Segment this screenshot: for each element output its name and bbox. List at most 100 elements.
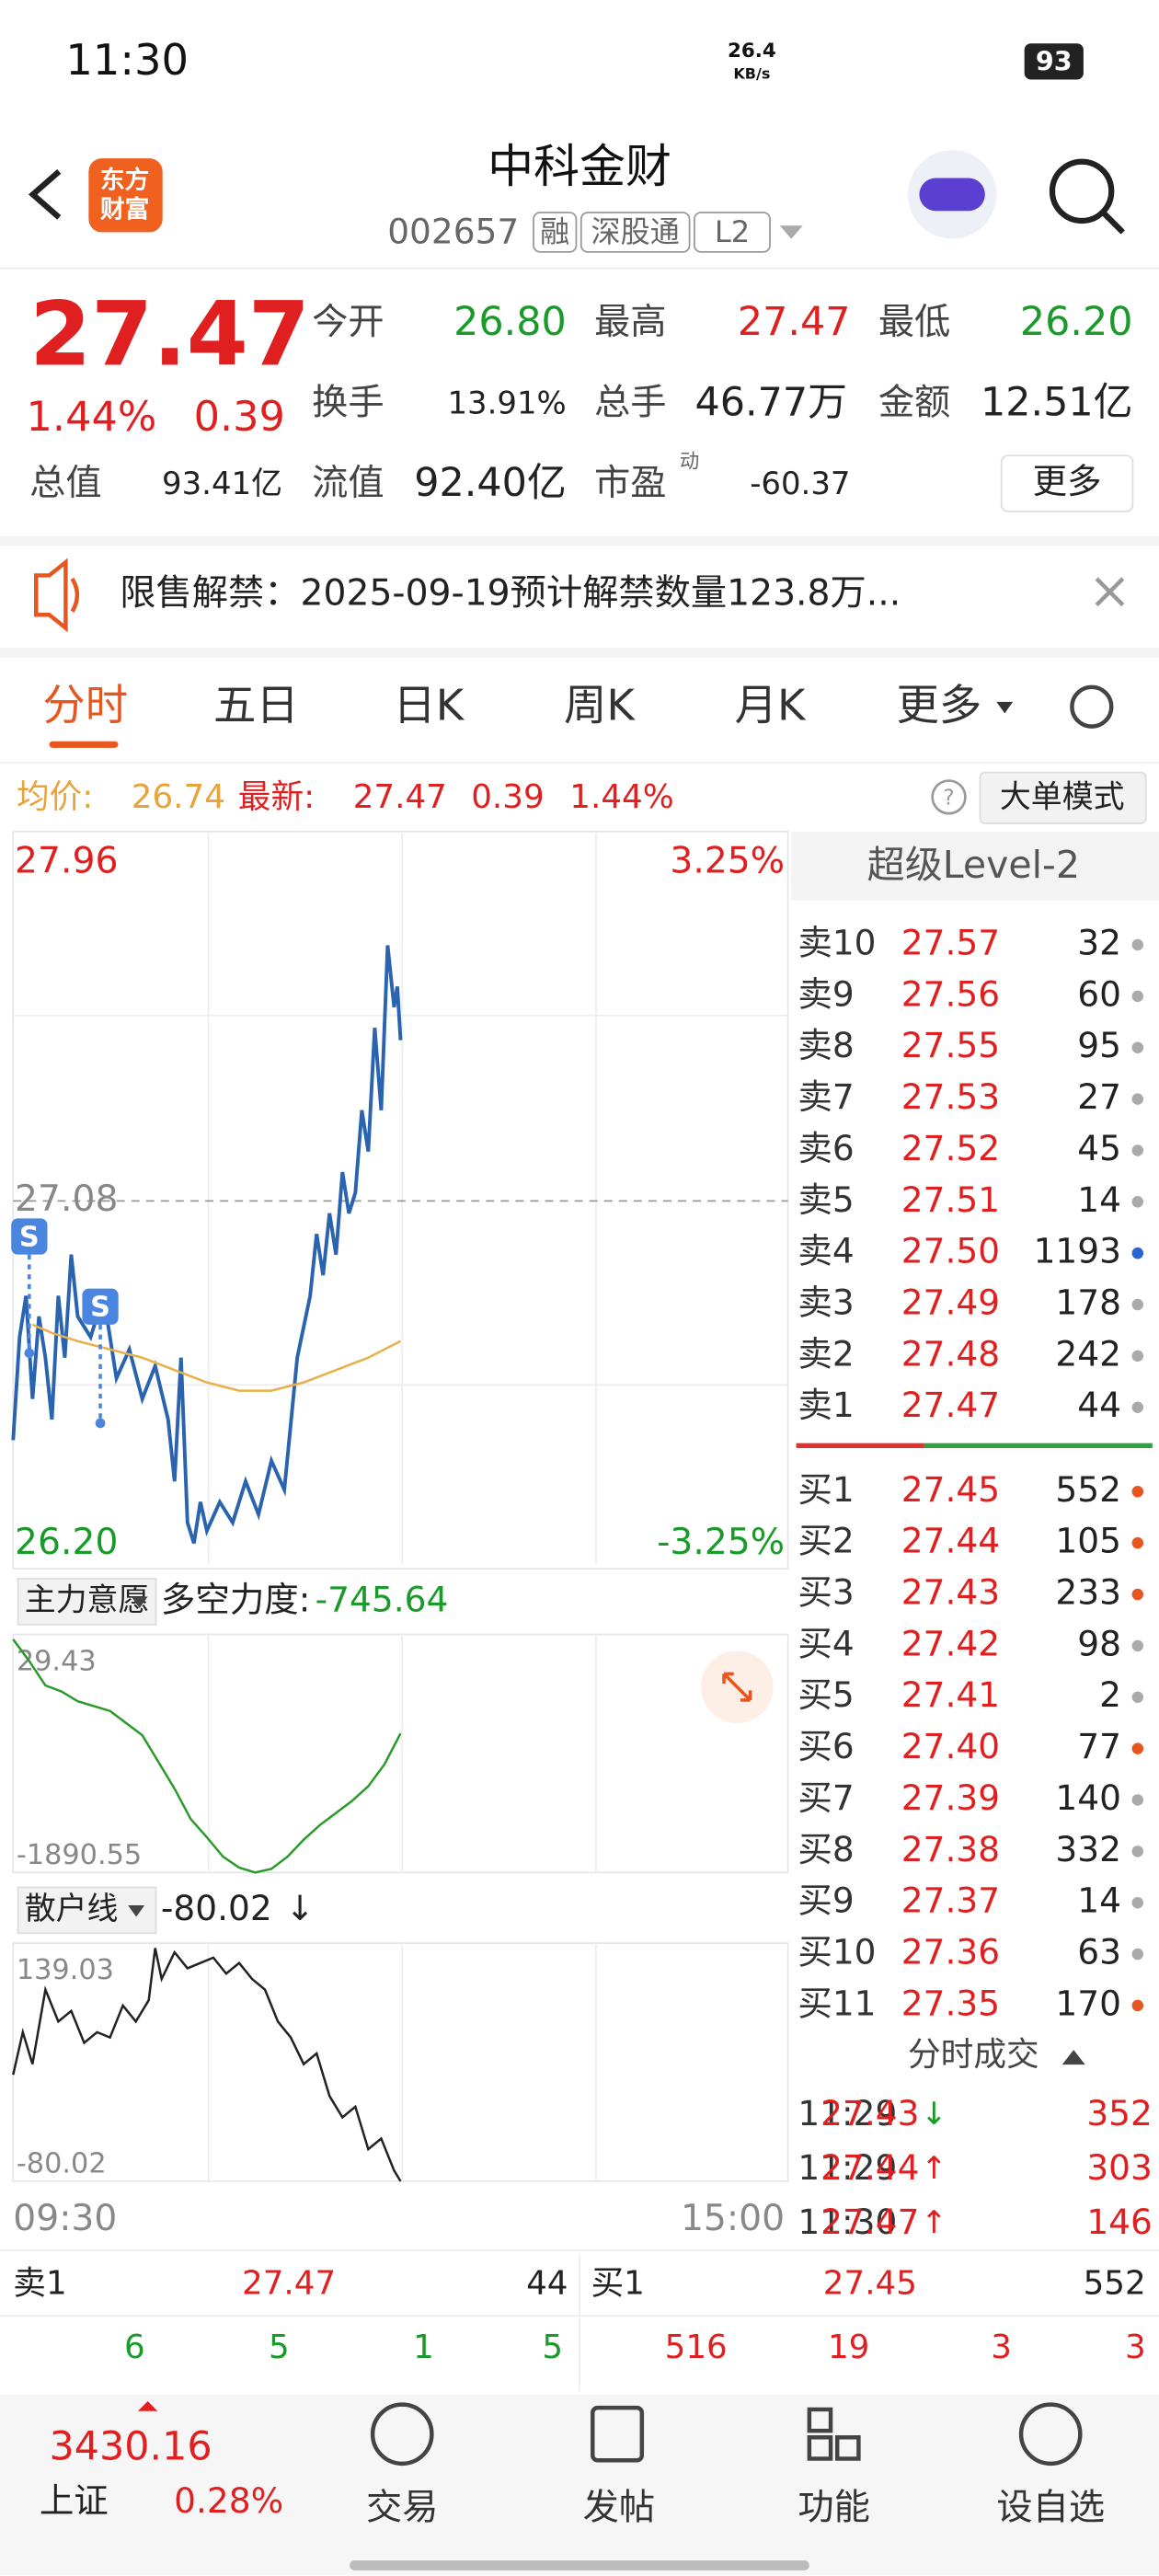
book-label: 卖6 xyxy=(798,1128,854,1168)
search-handle xyxy=(1101,210,1125,235)
tab[interactable]: 分时 xyxy=(42,681,128,730)
notice-text[interactable]: 限售解禁：2025-09-19预计解禁数量123.8万... xyxy=(120,572,901,614)
book-price: 27.36 xyxy=(901,1932,1000,1972)
price: 27.47 xyxy=(29,283,310,386)
bottom-sell-volume: 44 xyxy=(526,2264,568,2302)
series-line xyxy=(31,1323,402,1392)
trade-volume: 146 xyxy=(1086,2202,1153,2242)
stat-label: 总值 xyxy=(29,463,102,504)
change: 0.39 xyxy=(194,393,285,441)
trade-price: 27.47 xyxy=(820,2202,919,2242)
settings-icon[interactable] xyxy=(1070,684,1114,729)
latest-value: 27.47 xyxy=(353,778,447,816)
book-volume: 14 xyxy=(1077,1880,1121,1921)
book-price: 27.51 xyxy=(901,1179,1000,1220)
index-pct[interactable]: 0.28% xyxy=(174,2480,283,2521)
book-dot xyxy=(1131,1999,1144,2012)
book-label: 买1 xyxy=(798,1469,854,1510)
func-icon xyxy=(807,2407,833,2433)
trades-arrow xyxy=(1061,2050,1085,2065)
y-label: -80.02 xyxy=(17,2148,107,2180)
book-label: 买8 xyxy=(798,1829,854,1869)
net-unit: KB/s xyxy=(733,65,770,83)
stat-label: 换手 xyxy=(312,382,384,423)
nav-item[interactable]: 交易 xyxy=(366,2487,439,2528)
book-price: 27.42 xyxy=(901,1623,1000,1663)
indicator-name: 散户线 xyxy=(25,1891,119,1926)
net-speed: 26.4 xyxy=(728,40,776,63)
book-volume: 242 xyxy=(1055,1333,1121,1374)
mode-text[interactable]: 大单模式 xyxy=(1000,779,1125,815)
close-notice[interactable] xyxy=(1095,577,1125,607)
book-price: 27.41 xyxy=(901,1674,1000,1715)
trade-icon xyxy=(370,2402,434,2467)
y-label: -3.25% xyxy=(657,1522,785,1563)
nav-item[interactable]: 功能 xyxy=(798,2487,869,2528)
trade-volume: 303 xyxy=(1086,2147,1153,2188)
trade-volume: 352 xyxy=(1086,2093,1153,2133)
book-label: 买7 xyxy=(798,1777,854,1818)
tab[interactable]: 五日 xyxy=(213,681,299,730)
bottom-sell-price: 27.47 xyxy=(242,2264,336,2302)
trades-title: 分时成交 xyxy=(908,2036,1039,2074)
book-dot xyxy=(1131,1691,1144,1703)
help-icon[interactable] xyxy=(931,779,967,815)
search-icon[interactable] xyxy=(1049,158,1115,224)
tag-dropdown[interactable] xyxy=(779,225,803,239)
index-name[interactable]: 上证 xyxy=(40,2480,109,2521)
buy-count: 3 xyxy=(1125,2329,1146,2366)
index-value[interactable]: 3430.16 xyxy=(50,2423,212,2469)
bottom-buy-volume: 552 xyxy=(1084,2264,1146,2302)
stat-label: 市盈 xyxy=(594,463,667,504)
book-price: 27.40 xyxy=(901,1726,1000,1766)
change-pct: 1.44% xyxy=(27,393,157,441)
tab[interactable]: 日K xyxy=(393,681,465,730)
book-volume: 2 xyxy=(1099,1674,1121,1715)
book-price: 27.48 xyxy=(901,1333,1000,1374)
book-label: 买6 xyxy=(798,1726,854,1766)
signal-dot xyxy=(95,1418,106,1429)
bottom-nav xyxy=(0,2394,1159,2576)
metric-value: -80.02 xyxy=(161,1888,272,1928)
nav-item[interactable]: 设自选 xyxy=(996,2487,1105,2528)
tab[interactable]: 更多 xyxy=(896,681,981,730)
book-dot xyxy=(1131,1041,1144,1053)
y-label: 27.08 xyxy=(15,1179,118,1220)
book-price: 27.56 xyxy=(901,973,1000,1014)
robot-face xyxy=(919,178,985,212)
book-volume: 63 xyxy=(1077,1932,1121,1972)
nav-item[interactable]: 发帖 xyxy=(583,2487,656,2528)
book-volume: 332 xyxy=(1055,1829,1121,1869)
book-label: 卖2 xyxy=(798,1333,854,1374)
more-button[interactable] xyxy=(1000,454,1134,512)
more-text[interactable]: 更多 xyxy=(1033,461,1102,501)
stat-label: 流值 xyxy=(312,463,384,504)
x-label: 15:00 xyxy=(681,2198,785,2239)
book-label: 卖9 xyxy=(798,973,854,1014)
book-volume: 170 xyxy=(1055,1983,1121,2023)
app-logo xyxy=(88,158,163,233)
func-icon xyxy=(834,2435,861,2461)
indicator-select[interactable] xyxy=(17,1578,157,1626)
buy-count: 3 xyxy=(991,2329,1012,2366)
series-line xyxy=(12,1948,402,2182)
book-price: 27.43 xyxy=(901,1572,1000,1613)
back-button[interactable] xyxy=(28,169,62,220)
tag: 深股通 xyxy=(591,214,680,249)
stat-value: 93.41亿 xyxy=(162,466,282,501)
help-mark: ? xyxy=(943,786,954,811)
tab-underline xyxy=(49,741,119,748)
gap xyxy=(0,535,1159,546)
book-volume: 233 xyxy=(1055,1572,1121,1613)
battery-level: 93 xyxy=(1036,46,1073,77)
buy-count: 19 xyxy=(828,2329,869,2366)
mode-button[interactable] xyxy=(979,771,1147,824)
y-label: 27.96 xyxy=(15,840,118,881)
tab[interactable]: 周K xyxy=(564,681,636,730)
book-volume: 552 xyxy=(1055,1469,1121,1510)
book-dot xyxy=(1131,1486,1144,1498)
book-dot xyxy=(1131,1742,1144,1754)
tab[interactable]: 月K xyxy=(735,681,807,730)
home-indicator xyxy=(350,2560,809,2570)
